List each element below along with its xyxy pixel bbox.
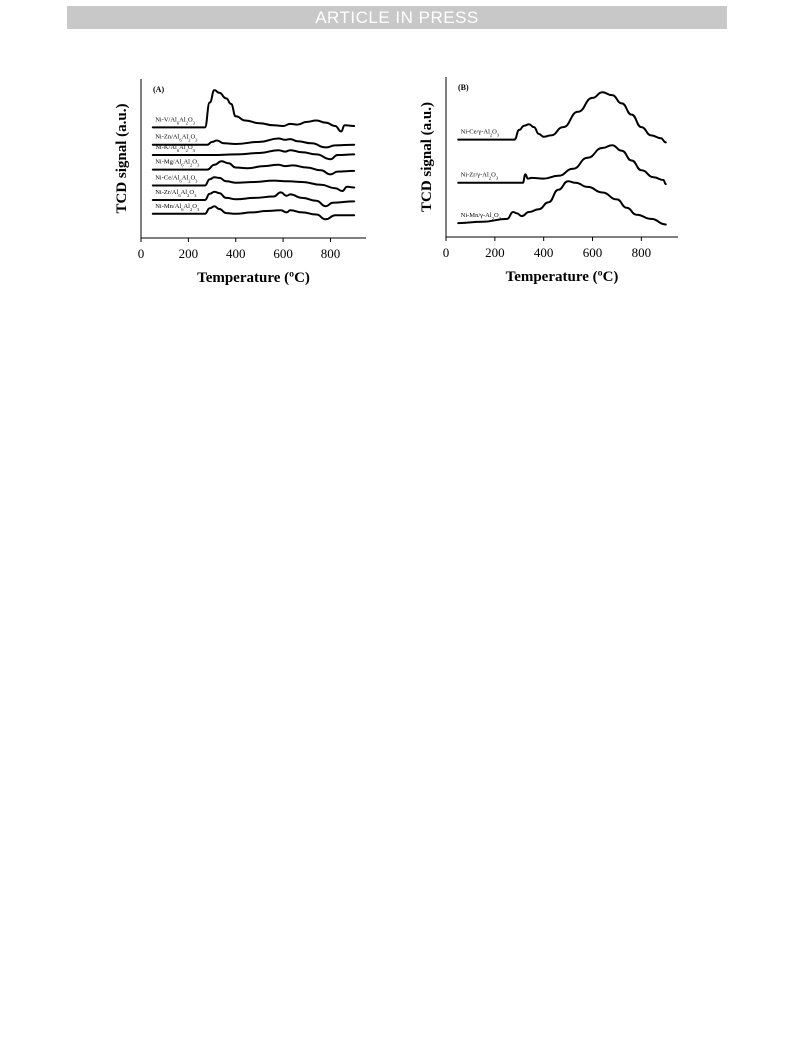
tpr-chart-a: 0 200 400 600 800 Temperature (ºC) TCD signal … xyxy=(114,79,366,286)
article-in-press-banner: ARTICLE IN PRESS xyxy=(67,6,727,29)
x-axis-title: Temperature (ºC) xyxy=(197,270,310,286)
series-label-ni-mn-al6al2o3: Ni-Mn/Al6Al2O3 xyxy=(155,203,200,212)
x-tick-label: 400 xyxy=(226,246,246,261)
series-line-ni-ce-al2o3 xyxy=(457,91,667,144)
series-label-ni-v-al6al2o3: Ni-V/Al6Al2O3 xyxy=(155,116,195,125)
series-line-ni-zr-al2o3 xyxy=(457,144,667,186)
series-label-ni-k-al6al2o3: Ni-K/Al6Al2O3 xyxy=(155,144,195,153)
series-label-ni-ce-al6al2o3: Ni-Ce/Al6Al2O3 xyxy=(155,174,198,183)
series-line-ni-zn-al6al2o3 xyxy=(151,137,356,149)
series-line-ni-ce-al6al2o3 xyxy=(151,176,356,192)
panel-label: (A) xyxy=(153,85,164,94)
x-tick-label: 600 xyxy=(583,245,603,260)
series-line-ni-mn-al2o3 xyxy=(457,180,667,226)
tpr-chart-b: 0 200 400 600 800 Temperature (ºC) TCD signal … xyxy=(419,77,678,285)
x-tick-label: 0 xyxy=(443,245,450,260)
x-axis-title: Temperature (ºC) xyxy=(506,269,619,285)
series-label-ni-mg-al6al2o3: Ni-Mg/Al6Al2O3 xyxy=(155,159,200,168)
series-label-ni-zn-al6al2o3: Ni-Zn/Al6Al2O3 xyxy=(155,134,198,143)
x-tick-label: 200 xyxy=(179,246,199,261)
y-axis-title: TCD signal (a.u.) xyxy=(114,103,130,213)
series-label-ni-ce-al2o3: Ni-Ce/γ-Al2O3 xyxy=(461,129,500,138)
series-line-ni-mg-al6al2o3 xyxy=(151,160,356,176)
y-axis-title: TCD signal (a.u.) xyxy=(419,102,435,212)
x-tick-label: 0 xyxy=(138,246,145,261)
x-tick-label: 200 xyxy=(485,245,505,260)
series-label-ni-zr-al6al2o3: Ni-Zr/Al6Al2O3 xyxy=(155,189,197,198)
x-tick-label: 800 xyxy=(632,245,652,260)
series-line-ni-v-al6al2o3 xyxy=(151,89,356,133)
x-tick-label: 800 xyxy=(321,246,341,261)
series-label-ni-zr-al2o3: Ni-Zr/γ-Al2O3 xyxy=(461,172,499,181)
series-label-ni-mn-al2o3: Ni-Mn/γ-Al2O3 xyxy=(461,212,502,221)
series-line-ni-zr-al6al2o3 xyxy=(151,190,356,208)
series-line-ni-mn-al6al2o3 xyxy=(151,205,356,221)
x-tick-label: 600 xyxy=(273,246,293,261)
series-line-ni-k-al6al2o3 xyxy=(151,149,356,161)
panel-label: (B) xyxy=(458,83,469,92)
x-tick-label: 400 xyxy=(534,245,554,260)
